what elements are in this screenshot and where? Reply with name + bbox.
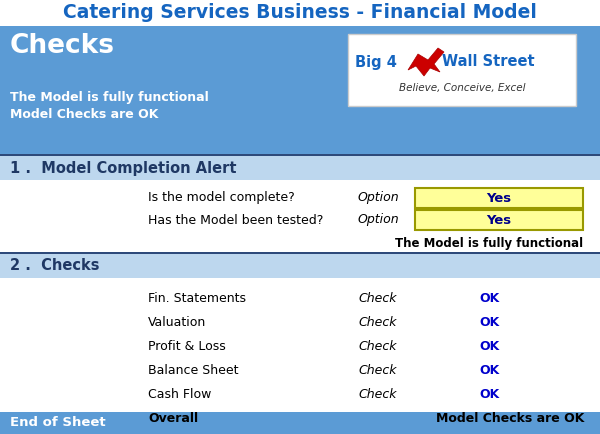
Text: Balance Sheet: Balance Sheet bbox=[148, 364, 239, 377]
Text: Checks: Checks bbox=[10, 33, 115, 59]
Text: Fin. Statements: Fin. Statements bbox=[148, 292, 246, 305]
Bar bbox=[0, 154, 600, 156]
Bar bbox=[0, 254, 600, 278]
Text: Has the Model been tested?: Has the Model been tested? bbox=[148, 214, 323, 227]
Text: OK: OK bbox=[480, 364, 500, 377]
Text: Option: Option bbox=[358, 191, 400, 204]
Text: Catering Services Business - Financial Model: Catering Services Business - Financial M… bbox=[63, 3, 537, 23]
Text: Wall Street: Wall Street bbox=[442, 55, 535, 69]
Text: The Model is fully functional: The Model is fully functional bbox=[395, 237, 583, 250]
Text: Yes: Yes bbox=[487, 191, 512, 204]
Bar bbox=[0, 156, 600, 180]
Text: Check: Check bbox=[358, 339, 397, 352]
Bar bbox=[0, 0, 600, 26]
Bar bbox=[0, 252, 600, 254]
Text: OK: OK bbox=[480, 388, 500, 401]
Bar bbox=[0, 412, 600, 434]
Text: Is the model complete?: Is the model complete? bbox=[148, 191, 295, 204]
Bar bbox=[348, 34, 576, 106]
Text: Profit & Loss: Profit & Loss bbox=[148, 339, 226, 352]
Text: Check: Check bbox=[358, 364, 397, 377]
Text: Valuation: Valuation bbox=[148, 316, 206, 329]
Bar bbox=[415, 210, 583, 230]
Text: 2 .  Checks: 2 . Checks bbox=[10, 259, 100, 273]
Text: Check: Check bbox=[358, 316, 397, 329]
Text: OK: OK bbox=[480, 316, 500, 329]
Text: Big 4: Big 4 bbox=[355, 55, 397, 69]
Bar bbox=[0, 278, 600, 434]
Bar bbox=[415, 188, 583, 208]
Text: OK: OK bbox=[480, 339, 500, 352]
Text: Model Checks are OK: Model Checks are OK bbox=[10, 108, 158, 121]
Bar bbox=[0, 26, 600, 154]
Text: Believe, Conceive, Excel: Believe, Conceive, Excel bbox=[399, 83, 525, 93]
Text: Check: Check bbox=[358, 388, 397, 401]
Text: Yes: Yes bbox=[487, 214, 512, 227]
Text: Overall: Overall bbox=[148, 411, 198, 424]
Text: OK: OK bbox=[480, 292, 500, 305]
Text: Option: Option bbox=[358, 214, 400, 227]
Text: 1 .  Model Completion Alert: 1 . Model Completion Alert bbox=[10, 161, 236, 175]
Text: Check: Check bbox=[358, 292, 397, 305]
Text: End of Sheet: End of Sheet bbox=[10, 417, 106, 430]
Bar bbox=[0, 180, 600, 252]
Text: The Model is fully functional: The Model is fully functional bbox=[10, 92, 209, 105]
Polygon shape bbox=[408, 48, 444, 76]
Text: Model Checks are OK: Model Checks are OK bbox=[436, 411, 584, 424]
Text: Cash Flow: Cash Flow bbox=[148, 388, 211, 401]
